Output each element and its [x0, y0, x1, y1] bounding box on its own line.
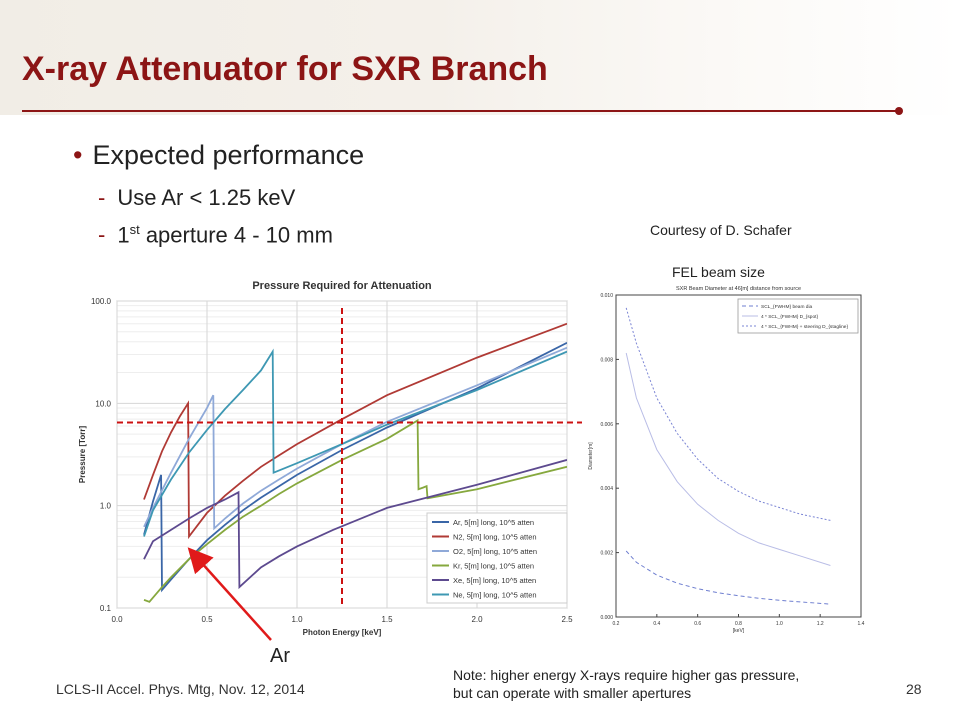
legend-entry: Kr, 5[m] long, 10^5 atten — [453, 562, 534, 571]
x-tick-label: 1.0 — [776, 621, 783, 627]
y-tick-label: 0.1 — [100, 604, 112, 613]
note-text: Note: higher energy X-rays require highe… — [453, 667, 800, 701]
sub-bullet-2-text: aperture 4 - 10 mm — [139, 222, 333, 248]
sub-bullet-2-prefix: 1 — [117, 222, 130, 248]
y-tick-label: 100.0 — [91, 297, 112, 306]
series-line — [625, 550, 831, 605]
main-bullet: • Expected performance — [73, 140, 364, 171]
dash-icon: - — [98, 222, 106, 248]
y-tick-label: 0.010 — [600, 293, 613, 299]
main-bullet-text: Expected performance — [92, 140, 365, 170]
legend-entry: Xe, 5[m] long, 10^5 atten — [453, 576, 536, 585]
plot-area — [615, 294, 862, 618]
x-tick-label: 0.0 — [111, 615, 123, 624]
legend-entry: N2, 5[m] long, 10^5 atten — [453, 533, 537, 542]
x-tick-label: 0.2 — [613, 621, 620, 627]
sub-bullet-1: - Use Ar < 1.25 keV — [98, 185, 295, 211]
series-line — [143, 346, 567, 531]
y-tick-label: 0.008 — [600, 357, 613, 363]
y-tick-label: 1.0 — [100, 502, 112, 511]
page-number: 28 — [906, 681, 922, 697]
series-line — [143, 418, 567, 603]
x-tick-label: 0.5 — [201, 615, 213, 624]
x-tick-label: 2.5 — [561, 615, 573, 624]
header-background — [0, 0, 960, 115]
slide-title: X-ray Attenuator for SXR Branch — [22, 50, 548, 88]
y-tick-label: 0.006 — [600, 422, 613, 428]
x-tick-label: 1.5 — [381, 615, 393, 624]
legend-box — [426, 512, 568, 604]
x-tick-label: 1.4 — [858, 621, 865, 627]
ar-arrow-label: Ar — [270, 645, 290, 667]
legend-entry: SCL_{FWHM} beam dia — [761, 304, 813, 310]
legend-entry: O2, 5[m] long, 10^5 atten — [453, 547, 537, 556]
footer-text: LCLS-II Accel. Phys. Mtg, Nov. 12, 2014 — [56, 681, 305, 697]
x-tick-label: 0.8 — [735, 621, 742, 627]
legend-entry: Ne, 5[m] long, 10^5 atten — [453, 591, 537, 600]
x-tick-label: 1.2 — [817, 621, 824, 627]
x-tick-label: 1.0 — [291, 615, 303, 624]
header-divider-dot — [895, 107, 903, 115]
legend-entry: Ar, 5[m] long, 10^5 atten — [453, 518, 534, 527]
series-line — [143, 348, 567, 537]
y-axis-label: Pressure [Torr] — [78, 426, 87, 484]
y-tick-label: 10.0 — [95, 399, 111, 408]
header-divider — [22, 110, 897, 112]
beam-diameter-chart: 0.000 0.002 0.004 0.006 0.008 0.010 0.2 0.4 0.6 0… — [588, 286, 865, 634]
fel-beam-size-label: FEL beam size — [672, 264, 765, 280]
y-tick-label: 0.002 — [600, 551, 613, 557]
x-tick-label: 0.4 — [653, 621, 660, 627]
x-axis-label: [keV] — [733, 628, 745, 634]
series-line — [143, 322, 567, 540]
series-line — [625, 307, 831, 521]
sub-bullet-1-text: Use Ar < 1.25 keV — [117, 185, 296, 210]
sub-bullet-2-superscript: st — [129, 222, 140, 237]
legend-entry: 4 * SCL_{FWHM} + steering D_{stagline} — [761, 324, 848, 330]
x-tick-label: 2.0 — [471, 615, 483, 624]
courtesy-note: Courtesy of D. Schafer — [650, 222, 792, 238]
bullet-dot-icon: • — [73, 140, 83, 170]
sub-bullet-2: -1st aperture 4 - 10 mm — [98, 222, 333, 248]
legend-entry: 4 * SCL_{FWHM} D_{spot} — [761, 314, 818, 320]
series-line — [625, 352, 831, 566]
dash-icon: - — [98, 185, 106, 210]
chart-title: Pressure Required for Attenuation — [252, 280, 432, 292]
chart-title: SXR Beam Diameter at 46[m] distance from… — [676, 286, 801, 292]
y-axis-label: Diameter[m] — [588, 442, 594, 470]
y-tick-label: 0.004 — [600, 486, 613, 492]
x-axis-label: Photon Energy [keV] — [303, 628, 382, 637]
pressure-chart: 0.1 1.0 10.0 100.0 0.0 0.5 1.0 1.5 2.0 2.5 Pressur… — [78, 280, 582, 637]
y-tick-label: 0.000 — [600, 615, 613, 621]
x-tick-label: 0.6 — [694, 621, 701, 627]
series-line — [143, 341, 567, 593]
